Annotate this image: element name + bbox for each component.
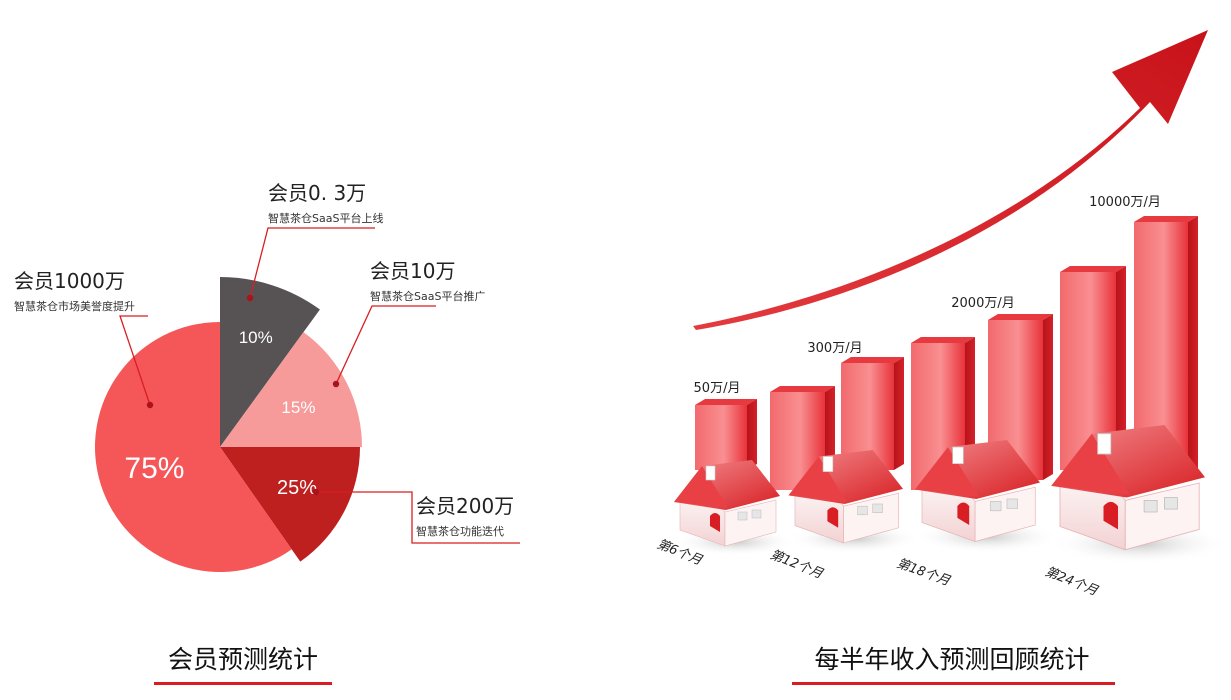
bar-top	[770, 386, 835, 392]
annotation-subtitle: 智慧茶仓市场美誉度提升	[14, 299, 135, 313]
bar-category-label: 第24个月	[1043, 564, 1101, 599]
pie-slice	[220, 277, 320, 447]
houses	[673, 425, 1230, 565]
pie-chart: 10% 15% 25% 75%	[94, 277, 362, 572]
annotation-title: 会员0. 3万	[268, 181, 366, 205]
annotation-title: 会员1000万	[14, 269, 125, 293]
annotation-dot	[146, 401, 154, 409]
pie-slice	[220, 332, 362, 447]
annotation-dot	[332, 380, 340, 388]
annotation-subtitle: 智慧茶仓SaaS平台上线	[268, 211, 383, 225]
bar-top	[695, 399, 757, 405]
annotation-dot	[312, 488, 320, 496]
annotation-leader-line	[249, 227, 375, 299]
pie-percent-label: 25%	[277, 477, 317, 499]
bar-top	[841, 357, 904, 363]
pie-annotations: 会员0. 3万智慧茶仓SaaS平台上线会员10万智慧茶仓SaaS平台推广会员20…	[14, 181, 520, 544]
pie-percent-label: 75%	[124, 452, 184, 485]
annotation-title: 会员200万	[416, 494, 514, 518]
bar-side	[747, 399, 757, 470]
annotation-subtitle: 智慧茶仓功能迭代	[416, 524, 504, 538]
house-icon	[1049, 425, 1230, 565]
bar-value-label: 50万/月	[694, 381, 741, 396]
pie-title-underline	[154, 682, 332, 685]
annotation-leader-line	[316, 491, 520, 544]
bar-top	[911, 337, 975, 343]
annotation-subtitle: 智慧茶仓SaaS平台推广	[370, 289, 485, 303]
pie-chart-title: 会员预测统计	[168, 645, 318, 674]
annotation-dot	[246, 294, 254, 302]
annotation-leader-line	[119, 315, 151, 406]
pie-slice	[94, 322, 292, 572]
bar-side	[1188, 216, 1198, 480]
pie-percent-label: 10%	[239, 328, 273, 347]
pie-slice	[220, 447, 360, 562]
house-icon	[913, 440, 1061, 554]
bar-top	[1134, 216, 1198, 222]
house-icon	[787, 450, 922, 554]
bar	[695, 405, 747, 470]
house-icon	[673, 460, 797, 556]
bar-chart-title: 每半年收入预测回顾统计	[814, 645, 1089, 674]
pie-percent-label: 15%	[281, 398, 315, 417]
bar-top	[988, 314, 1053, 320]
growth-arrow	[693, 30, 1208, 330]
annotation-title: 会员10万	[370, 259, 455, 283]
bar-value-label: 2000万/月	[951, 296, 1014, 311]
bar-side	[1043, 314, 1053, 480]
annotation-leader-line	[335, 305, 436, 385]
bar-value-label: 300万/月	[807, 341, 862, 356]
bar-value-label: 10000万/月	[1089, 195, 1161, 210]
bar-side	[894, 357, 904, 470]
bar-category-label: 第12个月	[768, 547, 826, 582]
bar-side	[1116, 266, 1126, 470]
bar-category-label: 第18个月	[895, 556, 953, 589]
bar-value-labels: 50万/月 300万/月 2000万/月 10000万/月	[694, 195, 1161, 396]
bar-title-underline	[792, 682, 1115, 685]
bar-top	[1060, 266, 1126, 272]
